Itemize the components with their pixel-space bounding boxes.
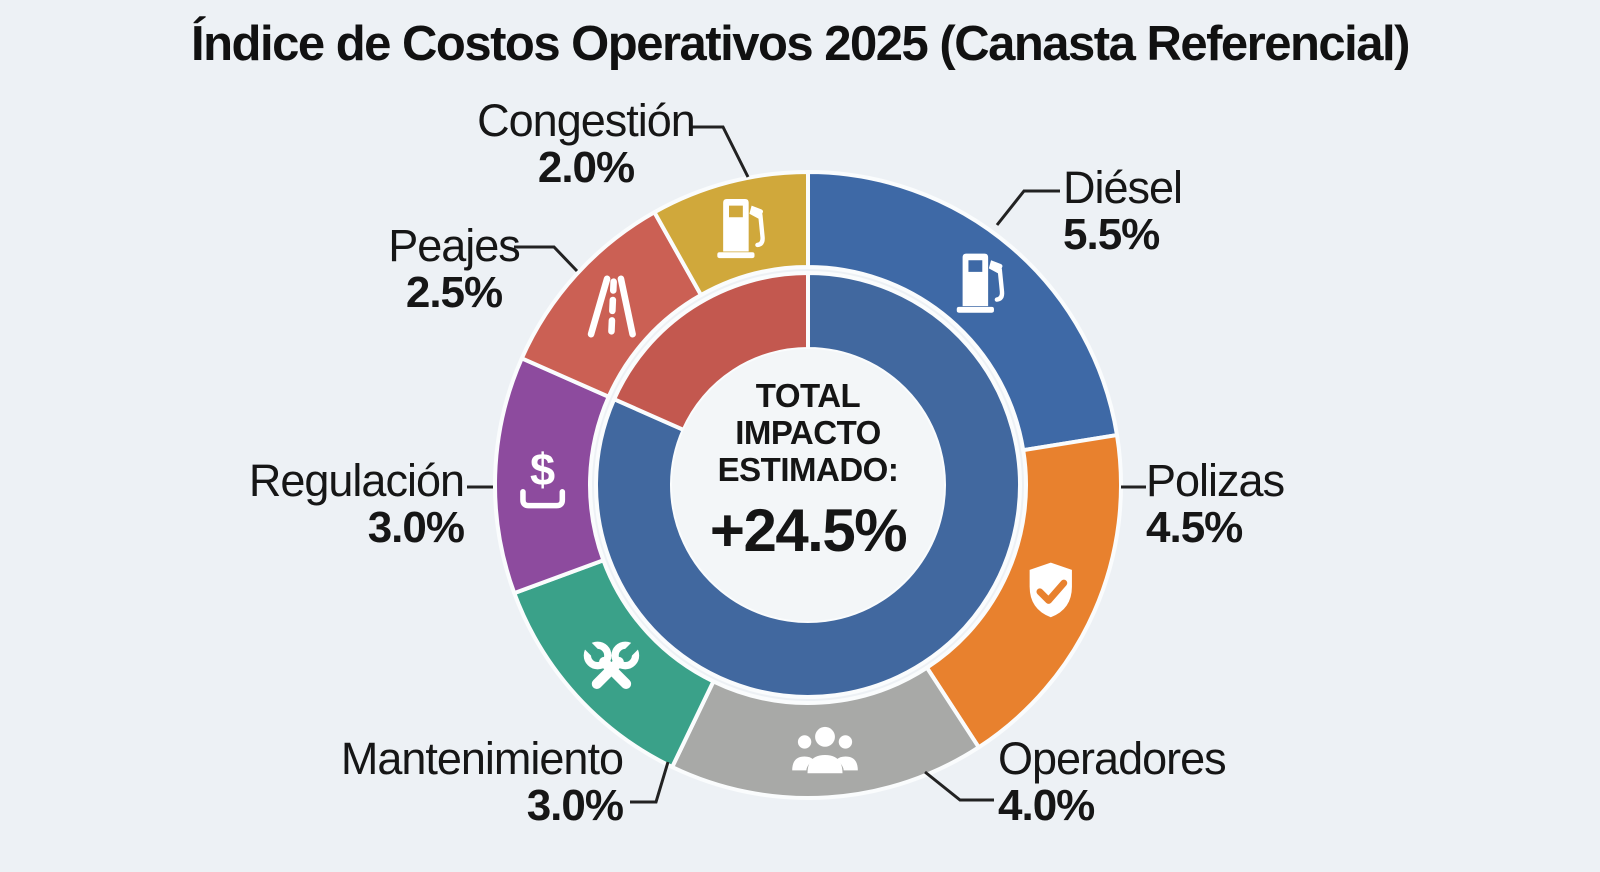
label-regulacion: Regulación 3.0% xyxy=(160,455,465,552)
inner-ring-blue-arc xyxy=(594,271,1022,699)
segment-value: 2.5% xyxy=(405,267,503,317)
label-peajes: Peajes 2.5% xyxy=(320,222,588,316)
segment-name: Congestión xyxy=(477,95,696,146)
center-line: IMPACTO xyxy=(735,413,881,451)
total-value: +24.5% xyxy=(709,496,908,564)
segment-value: 4.0% xyxy=(998,780,1095,830)
callout-congestion xyxy=(691,125,750,178)
label-diesel: Diésel 5.5% xyxy=(1063,164,1393,258)
center-line: TOTAL xyxy=(755,377,861,414)
label-polizas: Polizas 4.5% xyxy=(1146,457,1476,551)
segment-name: Diésel xyxy=(1063,162,1183,213)
segment-name: Polizas xyxy=(1146,455,1285,506)
chart-title: Índice de Costos Operativos 2025 (Canast… xyxy=(191,17,1410,71)
label-operadores: Operadores 4.0% xyxy=(998,735,1338,829)
segment-value: 5.5% xyxy=(1063,209,1160,259)
donut-center xyxy=(672,349,944,621)
segment-name: Mantenimiento xyxy=(340,733,624,784)
inner-ring xyxy=(594,271,1022,699)
callout-operadores xyxy=(924,770,994,802)
label-congestion: Congestión 2.0% xyxy=(430,97,742,191)
segment-value: 2.0% xyxy=(537,142,635,192)
segment-value: 3.0% xyxy=(367,502,465,552)
callout-peajes xyxy=(514,245,579,273)
center-total-label: TOTAL IMPACTO ESTIMADO: +24.5% xyxy=(658,377,958,564)
label-mantenimiento: Mantenimiento 3.0% xyxy=(240,733,624,830)
segment-value: 3.0% xyxy=(526,780,624,830)
callout-mantenimiento xyxy=(630,761,670,804)
segment-value: 4.5% xyxy=(1146,502,1243,552)
segment-name: Peajes xyxy=(388,220,521,271)
segment-name: Operadores xyxy=(998,733,1227,784)
segment-name: Regulación xyxy=(248,455,465,506)
callout-lines xyxy=(467,125,1146,804)
callout-diesel xyxy=(995,189,1060,226)
center-line: ESTIMADO: xyxy=(717,450,899,488)
